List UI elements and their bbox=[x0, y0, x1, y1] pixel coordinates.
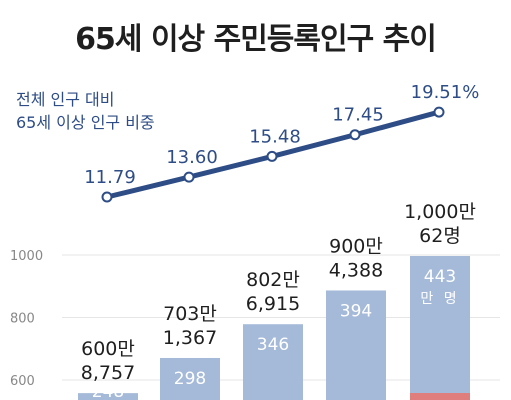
line-value-label: 13.60 bbox=[166, 147, 218, 168]
line-value-label: 19.51% bbox=[411, 82, 480, 103]
top-label-line2: 4,388 bbox=[329, 259, 383, 281]
bar-value-label: 298 bbox=[174, 369, 206, 389]
top-label-line1: 600만 bbox=[81, 338, 135, 360]
bar-value-label: 394 bbox=[340, 301, 372, 321]
top-label-line2: 6,915 bbox=[246, 293, 300, 315]
line-point bbox=[433, 106, 445, 118]
bar-unit-label: 만 명 bbox=[420, 291, 459, 307]
bar bbox=[78, 393, 138, 400]
bar bbox=[326, 290, 386, 400]
top-label-line2: 1,367 bbox=[163, 327, 217, 349]
bar-value-label: 346 bbox=[257, 335, 289, 355]
bar-value-label: 443 bbox=[424, 267, 456, 287]
line-point bbox=[266, 150, 278, 162]
bar bbox=[243, 324, 303, 400]
top-label-line1: 802만 bbox=[246, 269, 300, 291]
line-value-label: 11.79 bbox=[84, 167, 136, 188]
top-label-line1: 900만 bbox=[329, 235, 383, 257]
y-tick-label: 600 bbox=[10, 374, 35, 389]
top-label-line2: 62명 bbox=[419, 225, 461, 247]
bar-value-label: 248 bbox=[92, 382, 124, 400]
line-series-name: 65세 이상 인구 비중 bbox=[16, 113, 155, 132]
bar-accent-segment bbox=[410, 393, 470, 400]
line-series-name: 전체 인구 대비 bbox=[16, 90, 115, 109]
chart-title: 65세 이상 주민등록인구 추이 bbox=[75, 22, 437, 57]
line-point bbox=[349, 129, 361, 141]
y-tick-label: 800 bbox=[10, 312, 35, 327]
bar bbox=[160, 357, 220, 400]
top-label-line1: 1,000만 bbox=[404, 201, 476, 223]
line-point bbox=[101, 191, 113, 203]
top-label-line1: 703만 bbox=[163, 303, 217, 325]
line-value-label: 15.48 bbox=[249, 126, 301, 147]
top-label-line2: 8,757 bbox=[81, 362, 135, 384]
line-value-label: 17.45 bbox=[332, 105, 384, 126]
line-point bbox=[183, 171, 195, 183]
bar bbox=[410, 256, 470, 400]
y-tick-label: 1000 bbox=[10, 249, 43, 264]
